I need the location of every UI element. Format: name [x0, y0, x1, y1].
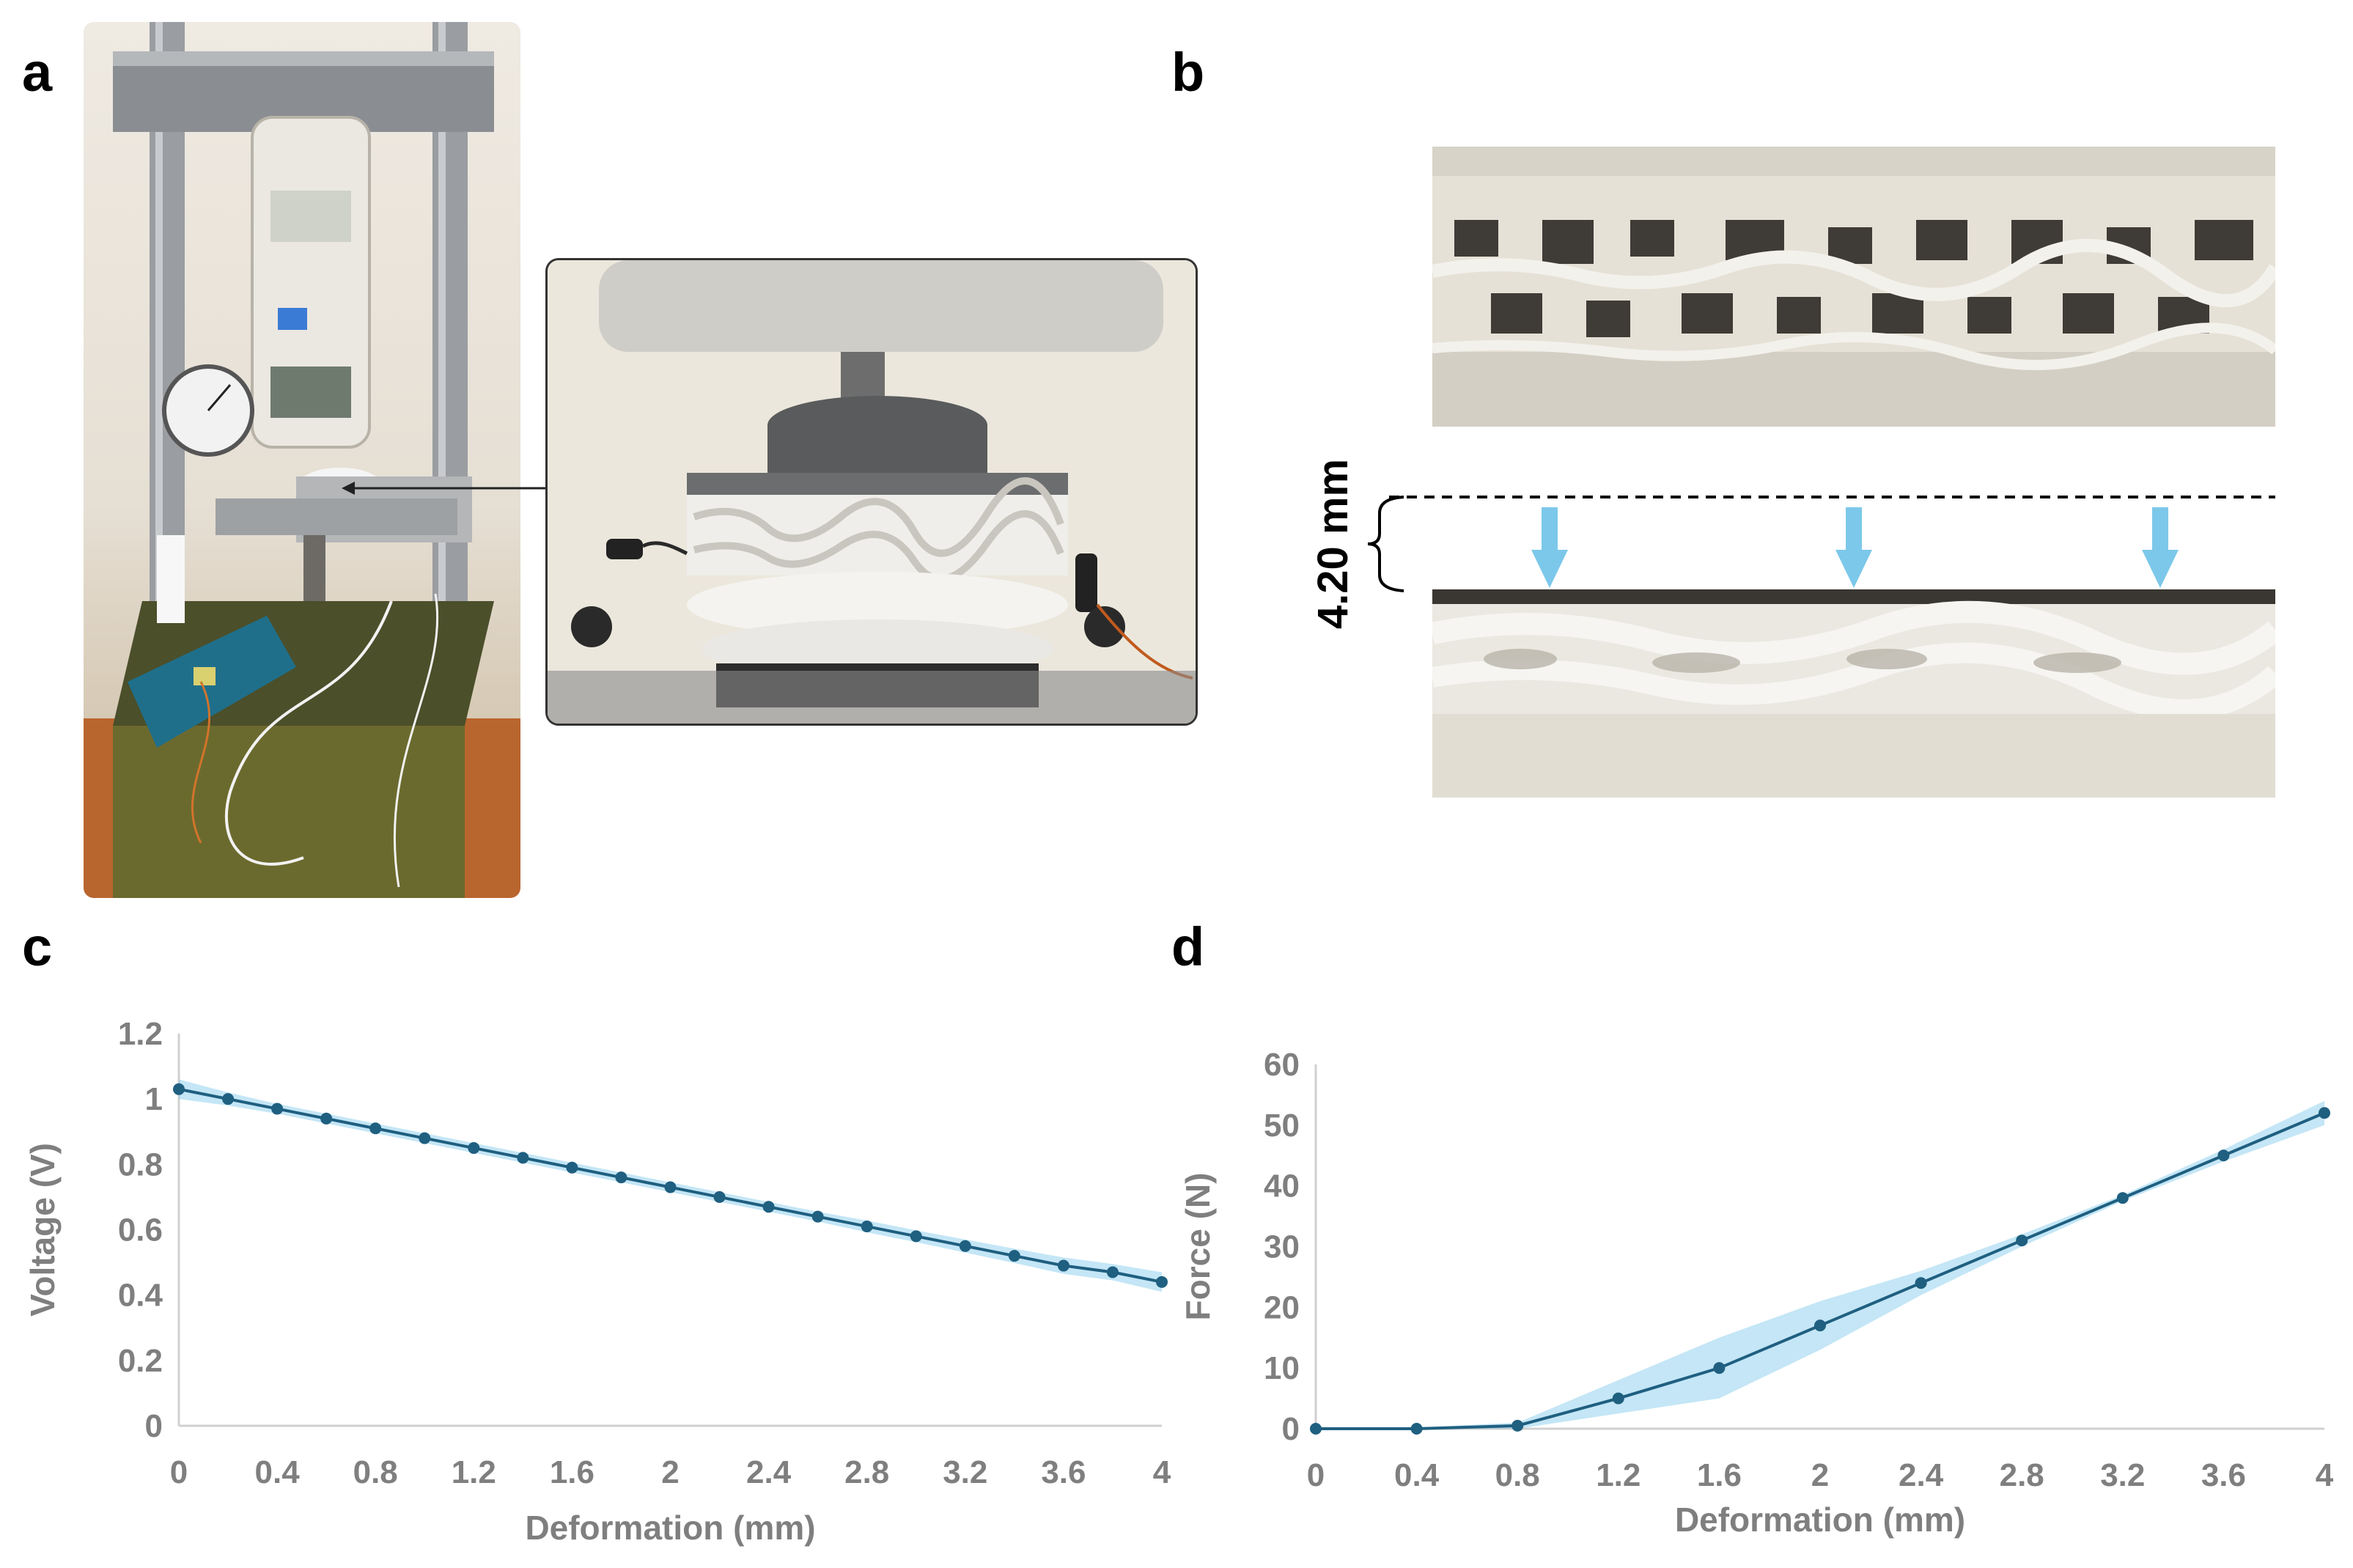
data-point: [320, 1112, 333, 1125]
data-point: [2217, 1149, 2230, 1162]
y-tick-label: 0.8: [118, 1146, 163, 1182]
x-tick-label: 2: [1811, 1457, 1829, 1493]
x-tick-label: 2: [661, 1454, 679, 1490]
x-tick-label: 0.4: [1394, 1457, 1440, 1493]
lattice-compressed-illustration: [1432, 589, 2275, 798]
data-point: [1612, 1392, 1624, 1405]
y-tick-label: 30: [1264, 1229, 1300, 1265]
y-tick-label: 60: [1264, 1047, 1300, 1083]
data-point: [959, 1240, 971, 1252]
data-point: [517, 1152, 529, 1164]
gap-label: 4.20 mm: [1309, 459, 1357, 629]
lattice-uncompressed-photo: [1432, 147, 2275, 427]
x-tick-label: 2.8: [2000, 1457, 2044, 1493]
x-tick-label: 1.6: [1697, 1457, 1742, 1493]
lattice-uncompressed-illustration: [1432, 147, 2275, 427]
data-point: [369, 1122, 382, 1135]
test-rig-photo: [84, 22, 520, 898]
data-point: [468, 1142, 480, 1155]
panel-label-c: c: [22, 916, 53, 977]
data-point: [173, 1083, 185, 1095]
data-point: [271, 1103, 284, 1115]
x-tick-label: 1.2: [452, 1454, 496, 1490]
data-point: [615, 1171, 627, 1184]
chart-force: 0 10 20 30 40 50 60 0 0.4 0.8 1.2 1.6 2 2.4 2.8 3.2 3.6 4…: [1179, 1047, 2334, 1539]
x-tick-label: 4: [1153, 1454, 1171, 1490]
y-tick-label: 10: [1264, 1350, 1300, 1386]
gap-brace: [1367, 496, 1404, 592]
data-point: [1511, 1419, 1524, 1432]
x-axis-label: Deformation (mm): [525, 1509, 815, 1547]
y-tick-label: 0.2: [118, 1343, 163, 1379]
y-tick-label: 0.4: [118, 1278, 163, 1314]
data-point: [910, 1230, 922, 1243]
chart-voltage: 0 0.2 0.4 0.6 0.8 1 1.2 0 0.4 0.8 1.2 1.6 2 2.4 2.8 3.2…: [23, 1016, 1171, 1547]
x-tick-label: 3.6: [1041, 1454, 1086, 1490]
sample-closeup-illustration: [548, 260, 1196, 724]
x-tick-label: 0.8: [353, 1454, 398, 1490]
down-arrow-icon: [1531, 507, 1568, 588]
data-point: [2016, 1234, 2028, 1247]
x-tick-label: 1.6: [550, 1454, 594, 1490]
series-line: [1316, 1111, 2325, 1430]
down-arrow-icon: [1835, 507, 1872, 588]
data-point: [762, 1201, 775, 1213]
y-tick-label: 0.6: [118, 1212, 163, 1248]
data-point: [713, 1190, 726, 1203]
x-tick-label: 3.2: [2100, 1457, 2145, 1493]
x-tick-label: 3.6: [2201, 1457, 2246, 1493]
y-axis-label: Voltage (V): [23, 1143, 62, 1317]
data-point: [1713, 1362, 1726, 1374]
y-tick-label: 0: [1282, 1411, 1300, 1447]
y-axis-label: Force (N): [1179, 1173, 1217, 1321]
data-point: [811, 1210, 824, 1223]
x-tick-label: 2.4: [1899, 1457, 1944, 1493]
data-point: [1410, 1423, 1423, 1435]
panel-label-a: a: [22, 42, 53, 103]
data-point: [1156, 1276, 1168, 1288]
x-tick-label: 2.4: [746, 1454, 792, 1490]
x-tick-label: 4: [2316, 1457, 2334, 1493]
data-point: [222, 1093, 235, 1105]
data-point: [1310, 1423, 1322, 1435]
data-point: [1057, 1259, 1069, 1272]
test-rig-illustration: [84, 22, 520, 898]
x-axis-label: Deformation (mm): [1675, 1501, 1965, 1539]
y-tick-label: 0: [145, 1408, 163, 1444]
x-tick-label: 0.8: [1495, 1457, 1540, 1493]
data-point: [1814, 1319, 1826, 1332]
data-point: [2319, 1107, 2330, 1119]
x-tick-label: 0.4: [255, 1454, 301, 1490]
y-tick-label: 50: [1264, 1108, 1300, 1144]
lattice-compressed-photo: [1432, 589, 2275, 798]
y-tick-label: 20: [1264, 1289, 1300, 1325]
data-point: [1008, 1250, 1020, 1262]
data-point: [664, 1181, 677, 1193]
compression-arrows: [1531, 507, 2179, 588]
x-tick-label: 3.2: [943, 1454, 987, 1490]
data-point: [566, 1161, 578, 1174]
y-tick-label: 1: [145, 1081, 163, 1117]
panel-label-d: d: [1171, 916, 1205, 977]
y-tick-label: 1.2: [118, 1016, 163, 1052]
data-point: [1106, 1266, 1119, 1278]
sample-closeup-photo: [545, 258, 1198, 726]
x-tick-label: 1.2: [1596, 1457, 1641, 1493]
data-point: [419, 1132, 431, 1144]
data-point: [1915, 1277, 1927, 1289]
x-tick-label: 0: [1307, 1457, 1325, 1493]
x-tick-label: 0: [170, 1454, 188, 1490]
y-tick-label: 40: [1264, 1168, 1300, 1204]
panel-label-b: b: [1171, 42, 1205, 103]
error-band: [1316, 1100, 2324, 1429]
data-point: [2116, 1192, 2129, 1204]
x-tick-label: 2.8: [844, 1454, 889, 1490]
data-point: [861, 1221, 873, 1233]
down-arrow-icon: [2142, 507, 2179, 588]
